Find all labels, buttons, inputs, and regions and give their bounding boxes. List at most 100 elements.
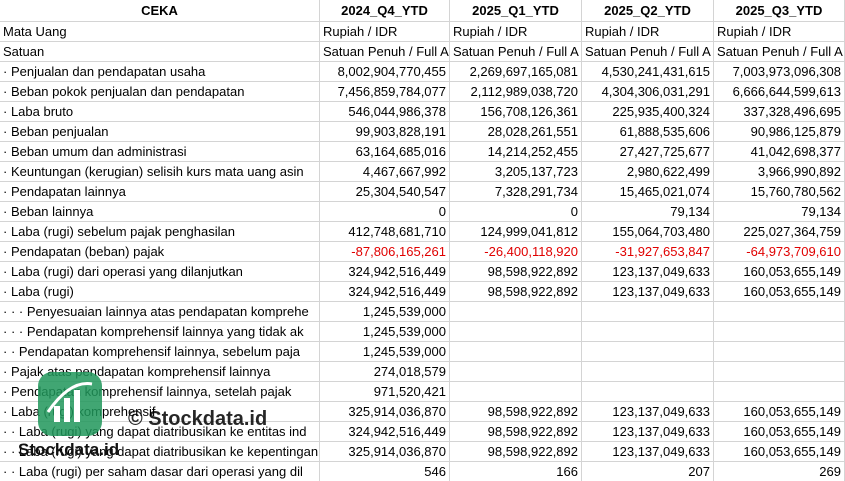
value-cell: 225,935,400,324 — [582, 102, 714, 122]
value-cell — [582, 382, 714, 402]
value-cell — [450, 302, 582, 322]
value-cell: Rupiah / IDR — [320, 22, 450, 42]
value-cell — [450, 382, 582, 402]
value-cell: 546 — [320, 462, 450, 481]
value-cell: 160,053,655,149 — [714, 442, 845, 462]
value-cell: 269 — [714, 462, 845, 481]
value-cell — [582, 322, 714, 342]
value-cell: 324,942,516,449 — [320, 282, 450, 302]
value-cell: 124,999,041,812 — [450, 222, 582, 242]
value-cell: Satuan Penuh / Full A — [714, 42, 845, 62]
value-cell: 2,980,622,499 — [582, 162, 714, 182]
value-cell: 274,018,579 — [320, 362, 450, 382]
row-label: · · Pendapatan komprehensif lainnya, seb… — [0, 342, 320, 362]
value-cell — [450, 362, 582, 382]
value-cell: 225,027,364,759 — [714, 222, 845, 242]
row-label: · Beban penjualan — [0, 122, 320, 142]
value-cell: 99,903,828,191 — [320, 122, 450, 142]
value-cell — [714, 382, 845, 402]
row-label: · · · Penyesuaian lainnya atas pendapata… — [0, 302, 320, 322]
value-cell: 546,044,986,378 — [320, 102, 450, 122]
row-label: · Penjualan dan pendapatan usaha — [0, 62, 320, 82]
value-cell: 4,530,241,431,615 — [582, 62, 714, 82]
value-cell: 1,245,539,000 — [320, 302, 450, 322]
value-cell: 1,245,539,000 — [320, 342, 450, 362]
value-cell: 27,427,725,677 — [582, 142, 714, 162]
value-cell: 98,598,922,892 — [450, 422, 582, 442]
value-cell: 123,137,049,633 — [582, 282, 714, 302]
value-cell: 41,042,698,377 — [714, 142, 845, 162]
header-cell: 2024_Q4_YTD — [320, 0, 450, 22]
header-cell: 2025_Q1_YTD — [450, 0, 582, 22]
value-cell: 61,888,535,606 — [582, 122, 714, 142]
value-cell: 123,137,049,633 — [582, 442, 714, 462]
header-cell: 2025_Q3_YTD — [714, 0, 845, 22]
value-cell: 971,520,421 — [320, 382, 450, 402]
value-cell: 7,003,973,096,308 — [714, 62, 845, 82]
row-label: · Pendapatan lainnya — [0, 182, 320, 202]
value-cell: 155,064,703,480 — [582, 222, 714, 242]
value-cell: 2,112,989,038,720 — [450, 82, 582, 102]
value-cell: -26,400,118,920 — [450, 242, 582, 262]
value-cell: Satuan Penuh / Full A — [582, 42, 714, 62]
value-cell: 207 — [582, 462, 714, 481]
row-label: · Beban pokok penjualan dan pendapatan — [0, 82, 320, 102]
value-cell: 160,053,655,149 — [714, 422, 845, 442]
row-label: · · Laba (rugi) yang dapat diatribusikan… — [0, 442, 320, 462]
row-label: Mata Uang — [0, 22, 320, 42]
value-cell: 325,914,036,870 — [320, 402, 450, 422]
value-cell — [714, 302, 845, 322]
row-label: · Beban umum dan administrasi — [0, 142, 320, 162]
row-label: · Laba (rugi) — [0, 282, 320, 302]
value-cell: 4,467,667,992 — [320, 162, 450, 182]
row-label: Satuan — [0, 42, 320, 62]
value-cell: 160,053,655,149 — [714, 282, 845, 302]
value-cell: 123,137,049,633 — [582, 402, 714, 422]
value-cell: 98,598,922,892 — [450, 262, 582, 282]
header-cell: 2025_Q2_YTD — [582, 0, 714, 22]
watermark-logo — [38, 372, 102, 436]
value-cell: 7,328,291,734 — [450, 182, 582, 202]
value-cell: 0 — [320, 202, 450, 222]
value-cell — [714, 342, 845, 362]
value-cell — [714, 322, 845, 342]
value-cell: Rupiah / IDR — [582, 22, 714, 42]
value-cell: 79,134 — [582, 202, 714, 222]
value-cell: 3,205,137,723 — [450, 162, 582, 182]
value-cell: 156,708,126,361 — [450, 102, 582, 122]
value-cell: -31,927,653,847 — [582, 242, 714, 262]
value-cell: -64,973,709,610 — [714, 242, 845, 262]
value-cell: 98,598,922,892 — [450, 442, 582, 462]
value-cell: Satuan Penuh / Full A — [450, 42, 582, 62]
row-label: · Keuntungan (kerugian) selisih kurs mat… — [0, 162, 320, 182]
value-cell: 412,748,681,710 — [320, 222, 450, 242]
row-label: · · Laba (rugi) per saham dasar dari ope… — [0, 462, 320, 481]
value-cell — [582, 302, 714, 322]
value-cell: 123,137,049,633 — [582, 262, 714, 282]
row-label: · Laba (rugi) sebelum pajak penghasilan — [0, 222, 320, 242]
value-cell: 6,666,644,599,613 — [714, 82, 845, 102]
value-cell — [582, 342, 714, 362]
value-cell: Rupiah / IDR — [450, 22, 582, 42]
value-cell: 160,053,655,149 — [714, 402, 845, 422]
value-cell: 15,760,780,562 — [714, 182, 845, 202]
value-cell: 325,914,036,870 — [320, 442, 450, 462]
value-cell: 63,164,685,016 — [320, 142, 450, 162]
value-cell: 7,456,859,784,077 — [320, 82, 450, 102]
watermark-logo-text: Stockdata.id — [18, 440, 120, 459]
value-cell: 25,304,540,547 — [320, 182, 450, 202]
row-label: · Beban lainnya — [0, 202, 320, 222]
value-cell: 324,942,516,449 — [320, 422, 450, 442]
value-cell: 14,214,252,455 — [450, 142, 582, 162]
value-cell: 0 — [450, 202, 582, 222]
value-cell: Satuan Penuh / Full A — [320, 42, 450, 62]
value-cell: 166 — [450, 462, 582, 481]
row-label: · · · Pendapatan komprehensif lainnya ya… — [0, 322, 320, 342]
row-label: · Laba bruto — [0, 102, 320, 122]
value-cell: 123,137,049,633 — [582, 422, 714, 442]
value-cell — [714, 362, 845, 382]
value-cell: 337,328,496,695 — [714, 102, 845, 122]
value-cell: 98,598,922,892 — [450, 402, 582, 422]
value-cell — [582, 362, 714, 382]
value-cell: 28,028,261,551 — [450, 122, 582, 142]
